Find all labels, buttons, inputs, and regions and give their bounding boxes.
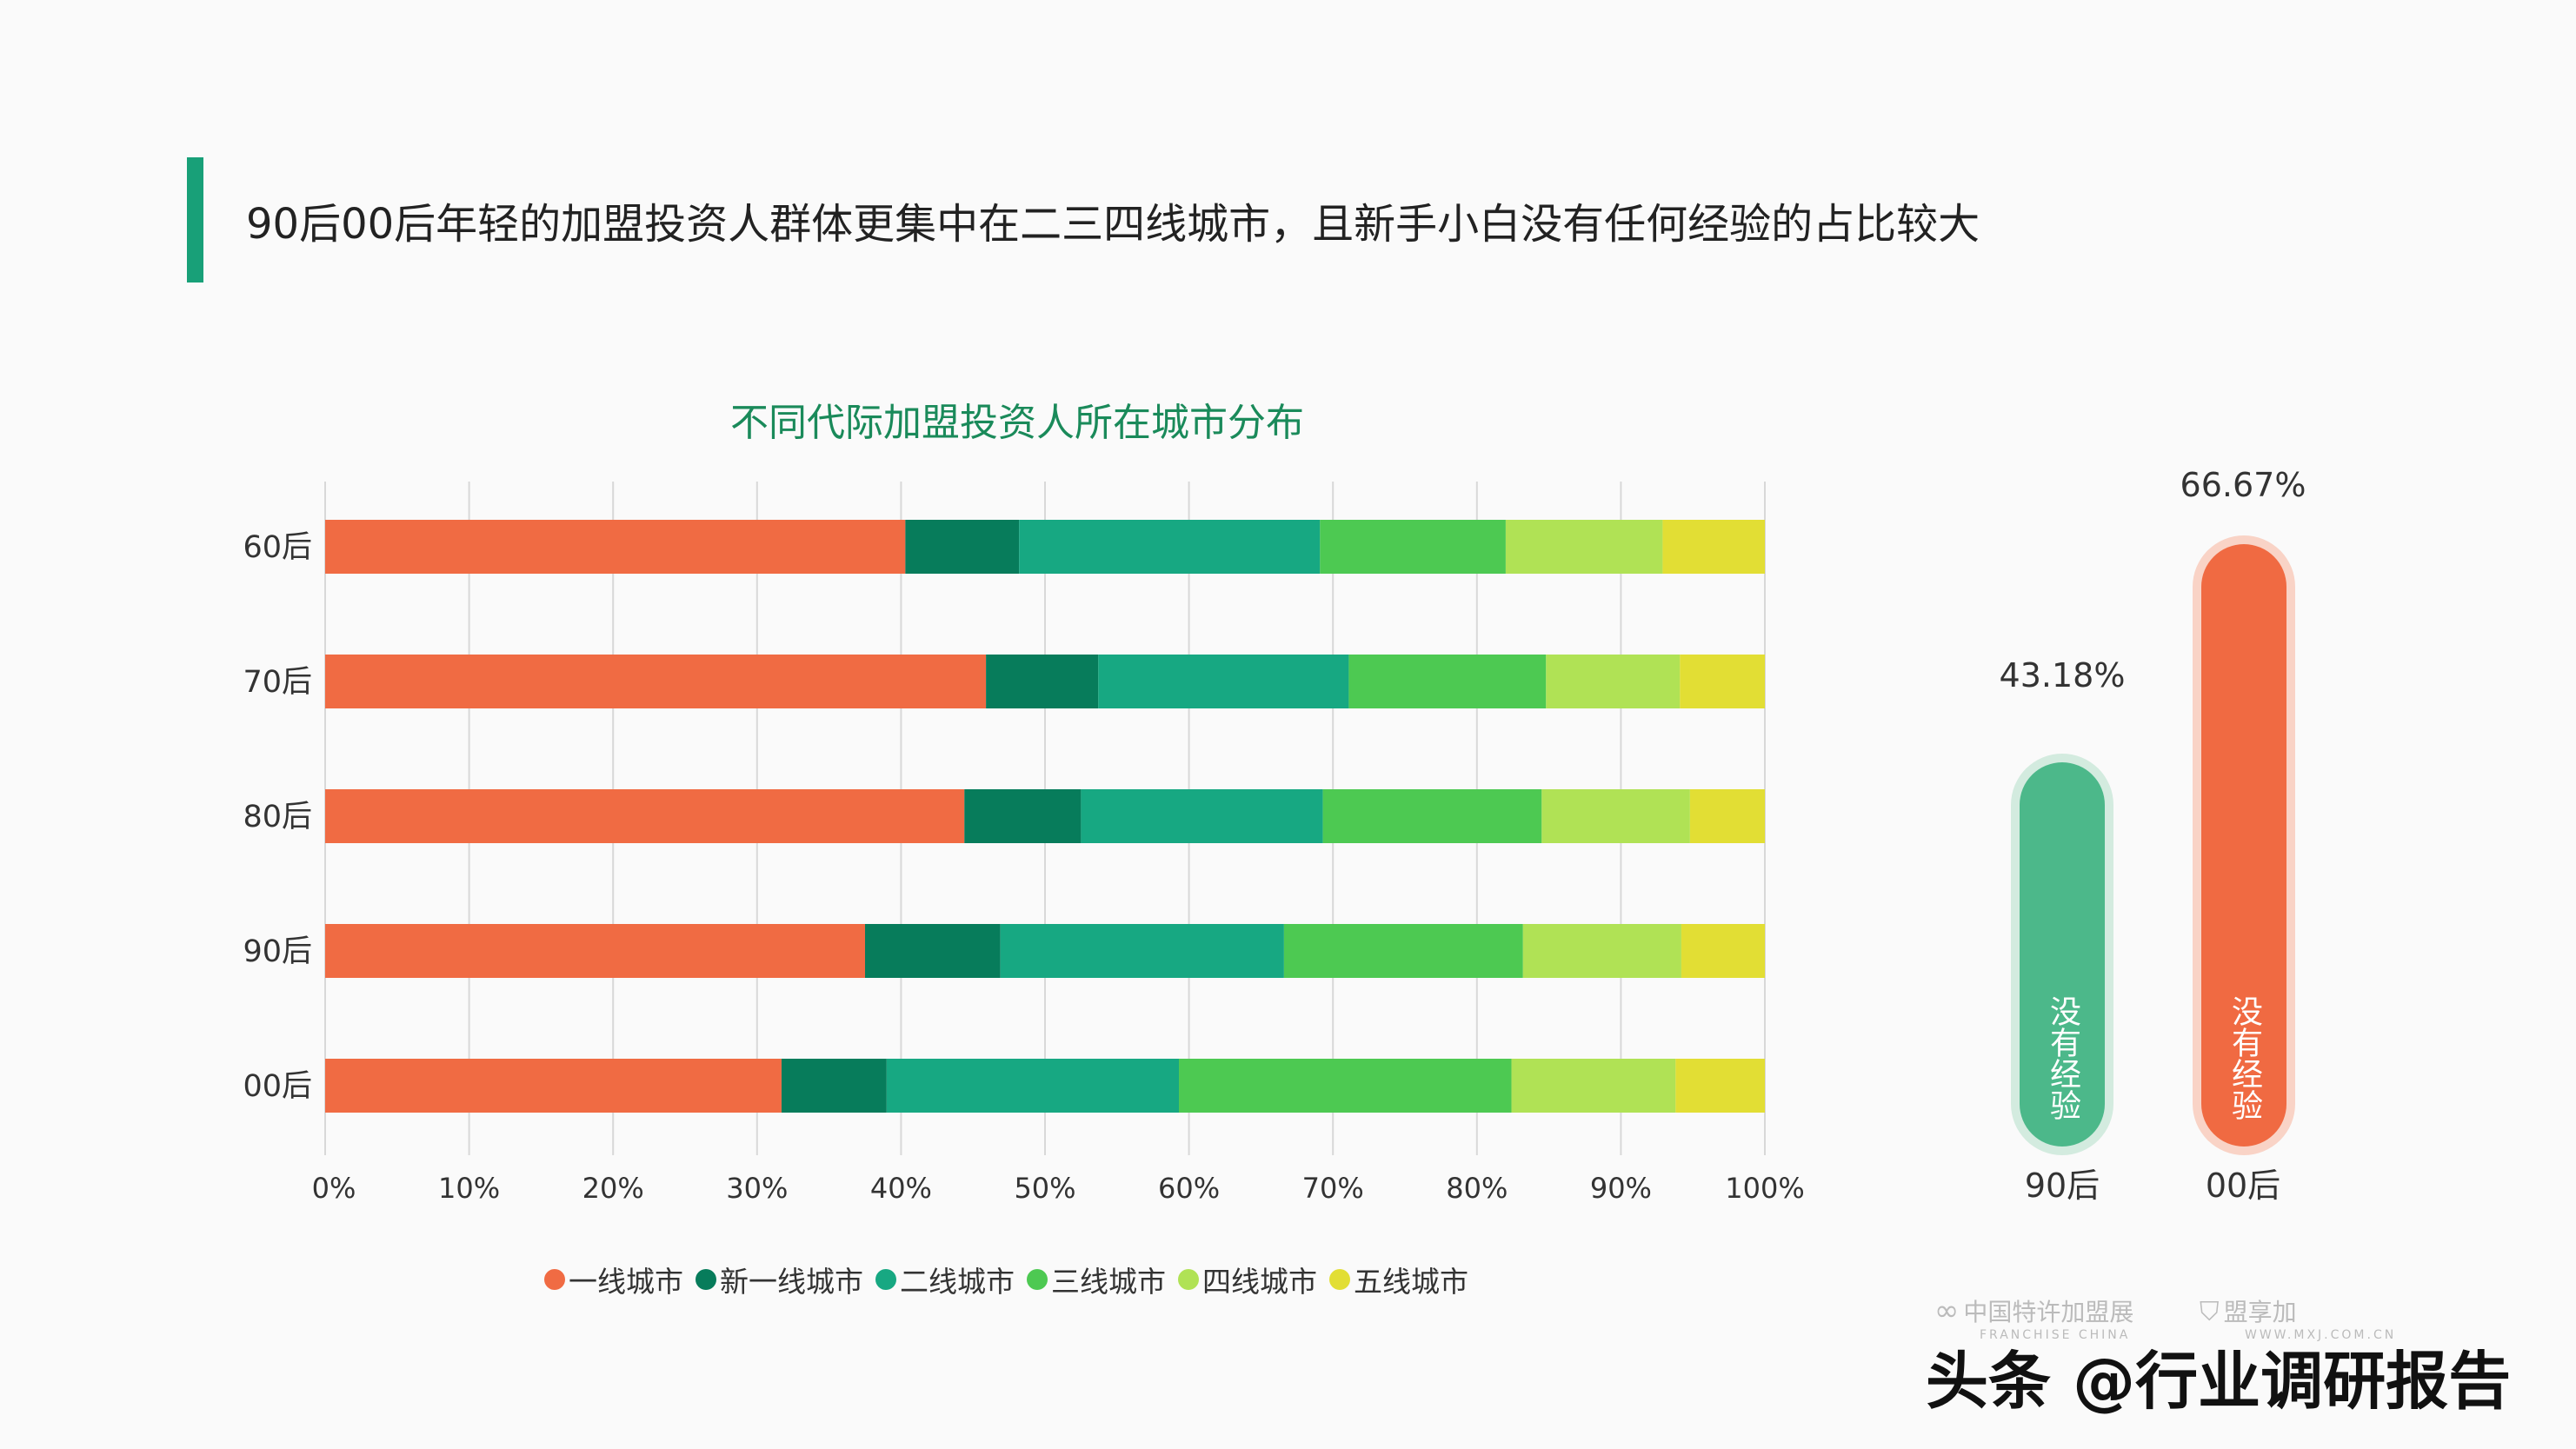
legend-label: 一线城市 [569, 1265, 683, 1299]
data-label-00: 66.67% [2180, 466, 2306, 504]
bar-segment [1505, 520, 1663, 574]
pill-category-90: 90后 [2024, 1167, 2100, 1205]
legend-label: 新一线城市 [720, 1265, 863, 1299]
x-tick-label: 80% [1446, 1172, 1508, 1205]
y-tick-label: 70后 [243, 665, 312, 700]
bar-segment [1081, 789, 1323, 843]
y-tick-label: 90后 [243, 934, 312, 969]
bar-segment [1000, 924, 1284, 978]
page-title: 90后00后年轻的加盟投资人群体更集中在二三四线城市，且新手小白没有任何经验的占… [246, 200, 1980, 249]
bar-segment [1348, 655, 1547, 708]
legend-dot [544, 1269, 565, 1290]
legend-item: 四线城市 [1178, 1259, 1317, 1300]
bar-segment [325, 924, 865, 978]
legend: 一线城市 新一线城市 二线城市 三线城市 四线城市 五线城市 [544, 1259, 1468, 1300]
bar-segment [886, 1059, 1180, 1113]
legend-label: 二线城市 [900, 1265, 1015, 1299]
legend-label: 五线城市 [1354, 1265, 1468, 1299]
x-tick-label: 50% [1014, 1172, 1075, 1205]
pill-category-00: 00后 [2205, 1167, 2281, 1205]
chart-title: 不同代际加盟投资人所在城市分布 [730, 401, 1304, 445]
legend-dot [696, 1269, 716, 1290]
legend-item: 一线城市 [544, 1259, 683, 1300]
bar-segment [1662, 520, 1765, 574]
mxj-logo: ⛉ 盟享加 WWW.MXJ.COM.CN [2200, 1297, 2397, 1342]
legend-dot [1178, 1269, 1199, 1290]
bar-segment [1179, 1059, 1512, 1113]
bar-segment [905, 520, 1020, 574]
x-tick-label: 40% [870, 1172, 932, 1205]
bar-segment [1546, 655, 1681, 708]
x-tick-label: 90% [1590, 1172, 1652, 1205]
bar-segment [1681, 924, 1765, 978]
bar-segment [1511, 1059, 1676, 1113]
title-accent-bar [187, 157, 203, 282]
bar-segment [865, 924, 1001, 978]
bar-segment [1689, 789, 1765, 843]
bar-segment [781, 1059, 887, 1113]
bar-segment [1680, 655, 1765, 708]
x-tick-label: 30% [726, 1172, 788, 1205]
bar-segment [325, 1059, 782, 1113]
bar-segment [325, 520, 906, 574]
legend-item: 三线城市 [1027, 1259, 1166, 1300]
bar-segment [1320, 520, 1506, 574]
y-tick-label: 00后 [243, 1069, 312, 1104]
x-tick-label: 10% [438, 1172, 500, 1205]
source-watermark: 头条 @行业调研报告 [1926, 1345, 2512, 1418]
bar-segment [1322, 789, 1542, 843]
pill-bar-00: 没有经验 [2193, 535, 2295, 1155]
x-tick-label: 0% [312, 1172, 356, 1205]
pill-label: 没有经验 [2227, 994, 2262, 1120]
pill-label: 没有经验 [2045, 994, 2080, 1120]
x-tick-label: 60% [1158, 1172, 1220, 1205]
bar-segment [986, 655, 1099, 708]
y-tick-label: 60后 [243, 530, 312, 565]
bar-segment [1675, 1059, 1765, 1113]
legend-item: 五线城市 [1329, 1259, 1468, 1300]
bar-segment [964, 789, 1082, 843]
data-label-90: 43.18% [1999, 656, 2126, 695]
x-tick-label: 20% [582, 1172, 644, 1205]
franchise-china-logo: ∞ 中国特许加盟展 FRANCHISE CHINA [1934, 1293, 2134, 1342]
x-tick-label: 100% [1725, 1172, 1804, 1205]
bar-segment [1019, 520, 1321, 574]
legend-dot [1329, 1269, 1350, 1290]
bar-segment [325, 655, 987, 708]
y-tick-label: 80后 [243, 800, 312, 834]
legend-label: 四线城市 [1202, 1265, 1317, 1299]
legend-label: 三线城市 [1051, 1265, 1166, 1299]
legend-dot [875, 1269, 896, 1290]
legend-dot [1027, 1269, 1048, 1290]
bar-segment [1098, 655, 1349, 708]
bar-segment [1522, 924, 1681, 978]
bar-segment [325, 789, 965, 843]
bar-segment [1541, 789, 1690, 843]
legend-item: 二线城市 [875, 1259, 1015, 1300]
pill-bar-90: 没有经验 [2011, 753, 2113, 1155]
bar-segment [1283, 924, 1523, 978]
x-tick-label: 70% [1302, 1172, 1364, 1205]
legend-item: 新一线城市 [696, 1259, 863, 1300]
